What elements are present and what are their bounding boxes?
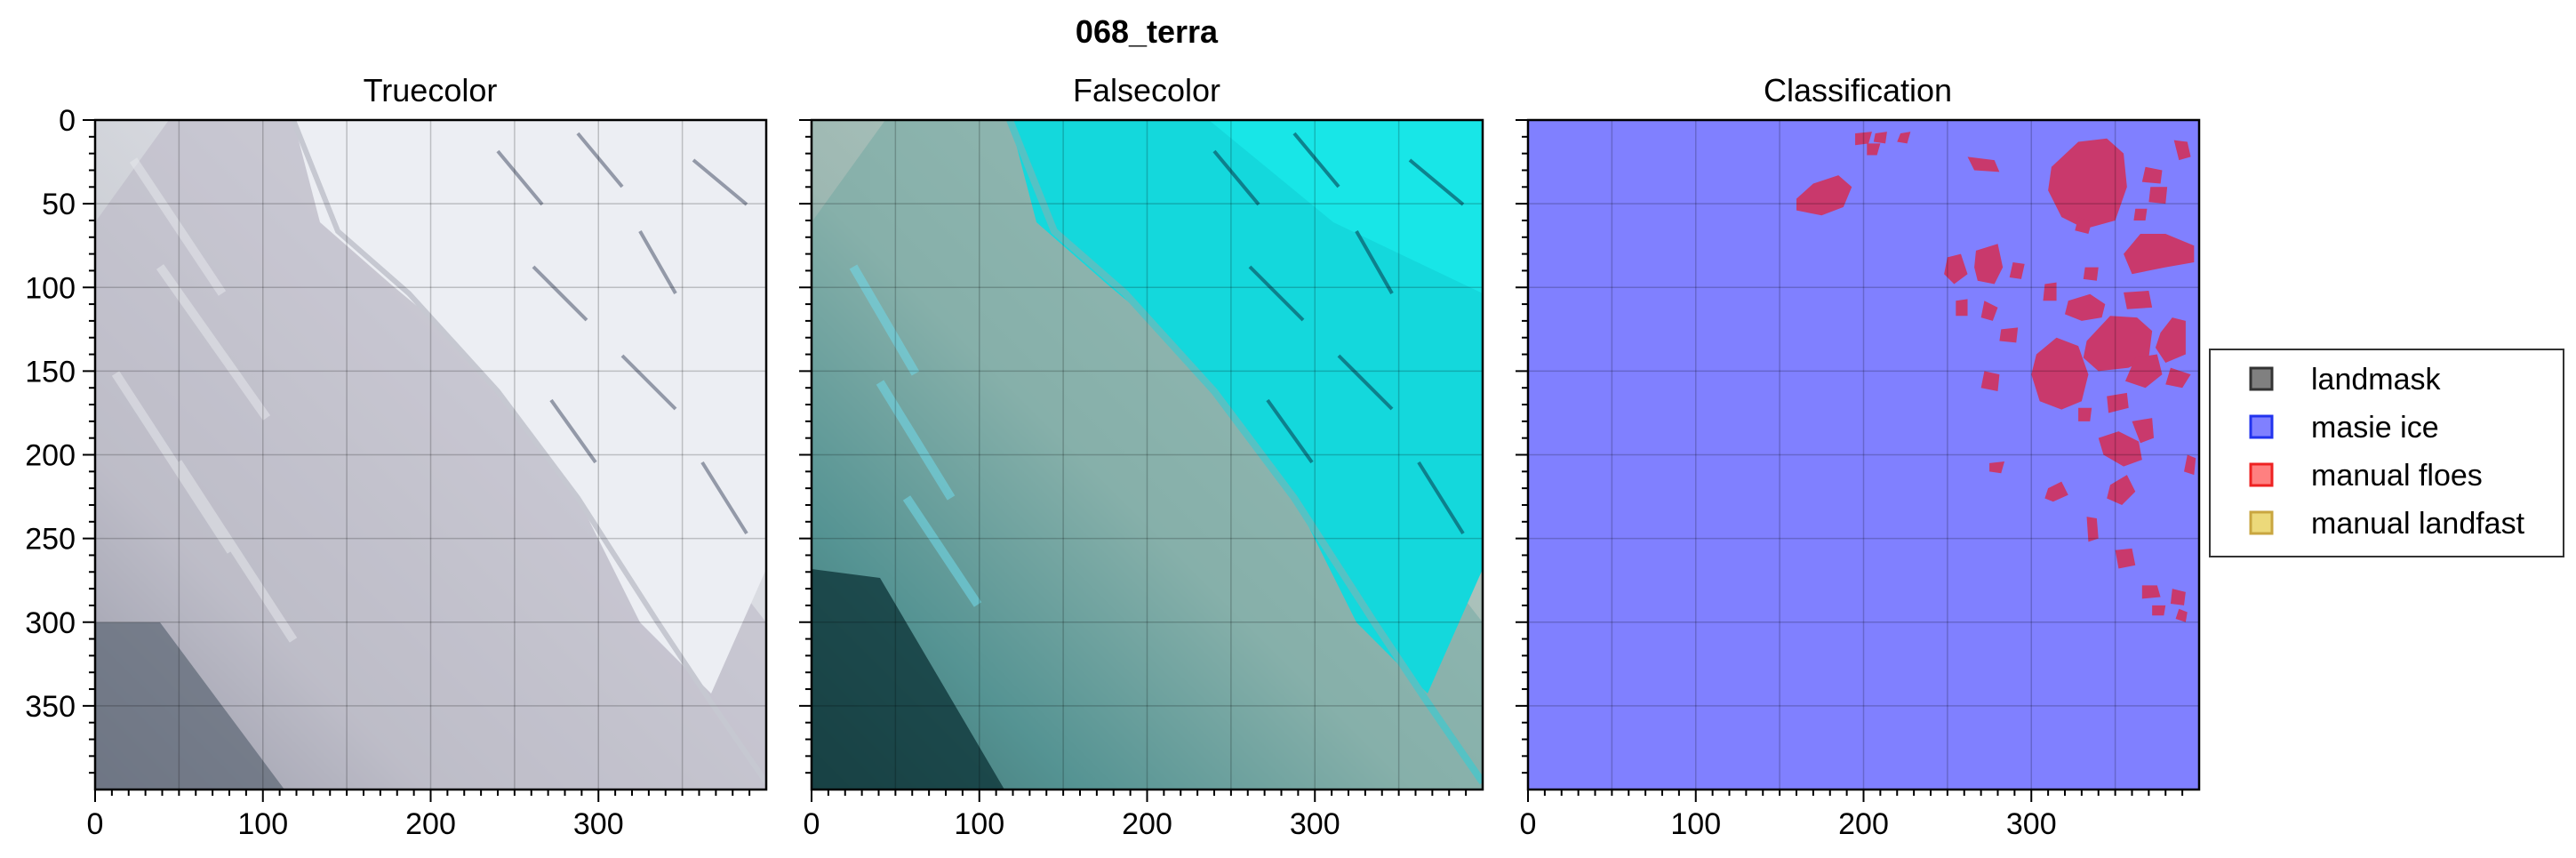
ice-floe: [2165, 367, 2191, 389]
ice-floe: [1855, 132, 1872, 146]
y-tick-label: 350: [25, 690, 76, 724]
y-tick-label: 300: [25, 606, 76, 640]
ice-floe: [2043, 282, 2057, 301]
ice-floe: [2173, 140, 2191, 161]
x-tick-label: 300: [2006, 807, 2057, 841]
y-tick-label: 0: [59, 104, 76, 138]
truecolor-image: [95, 120, 766, 790]
x-tick-label: 300: [1290, 807, 1340, 841]
legend-label: masie ice: [2311, 411, 2439, 445]
ice-floe: [1956, 299, 1968, 317]
ice-floe: [1999, 327, 2019, 343]
ice-floe: [2048, 138, 2127, 229]
y-tick-label: 50: [42, 188, 76, 221]
ice-floe: [2133, 208, 2148, 221]
ice-floe: [1989, 461, 2005, 474]
x-tick-label: 200: [1122, 807, 1172, 841]
legend: landmask masie ice manual floes manual land…: [2209, 349, 2564, 557]
ice-floe: [2083, 267, 2099, 281]
legend-swatch: [2249, 414, 2274, 439]
classification-panel: Classification 0 100 200 300: [1516, 72, 2201, 841]
ice-floe: [2098, 431, 2142, 467]
x-tick-label: 100: [237, 807, 288, 841]
ice-floe: [2152, 605, 2166, 616]
ice-floe: [2075, 217, 2092, 235]
legend-swatch: [2249, 462, 2274, 487]
legend-label: landmask: [2311, 363, 2442, 397]
truecolor-y-axis: 0 50 100 150 200 250 300 350: [25, 104, 95, 774]
ice-floe: [2175, 608, 2188, 622]
ice-floe: [2031, 337, 2089, 410]
legend-swatch: [2249, 510, 2274, 535]
x-tick-label: 100: [1670, 807, 1721, 841]
x-tick-label: 200: [1838, 807, 1889, 841]
ice-floe: [2078, 407, 2092, 421]
truecolor-panel: Truecolor 0 50 100 150 200 250 300 350 0 100 200 3…: [25, 72, 768, 841]
ice-floe: [2065, 293, 2106, 321]
figure-title: 068_terra: [1076, 13, 1219, 50]
ice-floe: [1980, 301, 1998, 321]
ice-floe: [1944, 253, 1968, 285]
ice-floe: [2115, 548, 2136, 569]
ice-floe: [2086, 517, 2099, 542]
ice-floe: [1967, 156, 2000, 172]
truecolor-x-axis: 0 100 200 300: [87, 790, 751, 841]
x-tick-label: 200: [405, 807, 456, 841]
x-tick-label: 300: [573, 807, 624, 841]
ice-floe: [2170, 589, 2186, 605]
legend-label: manual landfast: [2311, 507, 2525, 541]
falsecolor-panel: Falsecolor 0 100 200 300: [799, 72, 1484, 841]
ice-floe: [1974, 244, 2004, 285]
manual-floes-layer: [1796, 132, 2196, 622]
x-tick-label: 0: [1520, 807, 1537, 841]
ice-floe: [1897, 132, 1911, 144]
x-tick-label: 0: [87, 807, 104, 841]
y-tick-label: 100: [25, 271, 76, 305]
ice-floe: [2132, 418, 2155, 444]
ice-floe: [2141, 166, 2163, 184]
ice-floe: [2009, 262, 2025, 279]
falsecolor-title: Falsecolor: [1073, 72, 1220, 108]
classification-title: Classification: [1764, 72, 1952, 108]
ice-floe: [2124, 234, 2195, 275]
ice-floe: [2083, 316, 2153, 372]
ice-floe: [2124, 354, 2163, 389]
legend-swatch: [2249, 366, 2274, 391]
legend-label: manual floes: [2311, 459, 2483, 493]
ice-floe: [1867, 143, 1881, 156]
falsecolor-image: [812, 120, 1483, 790]
x-tick-label: 100: [954, 807, 1004, 841]
ice-floe: [1980, 371, 2000, 391]
truecolor-title: Truecolor: [364, 72, 498, 108]
ice-floe: [2148, 187, 2168, 204]
x-tick-label: 0: [804, 807, 820, 841]
ice-floe: [1873, 132, 1887, 144]
ice-floe: [2155, 317, 2186, 363]
falsecolor-x-axis: 0 100 200 300: [799, 119, 1468, 841]
ice-floe: [1796, 175, 1852, 216]
ice-floe: [2044, 481, 2068, 502]
y-tick-label: 200: [25, 439, 76, 473]
classification-x-axis: 0 100 200 300: [1516, 119, 2184, 841]
ice-floe: [2107, 475, 2136, 505]
ice-floe: [2124, 291, 2153, 309]
ice-floe: [2184, 454, 2196, 476]
ice-floe: [2141, 585, 2161, 599]
y-tick-label: 150: [25, 355, 76, 389]
ice-floe: [2107, 392, 2129, 413]
y-tick-label: 250: [25, 523, 76, 557]
